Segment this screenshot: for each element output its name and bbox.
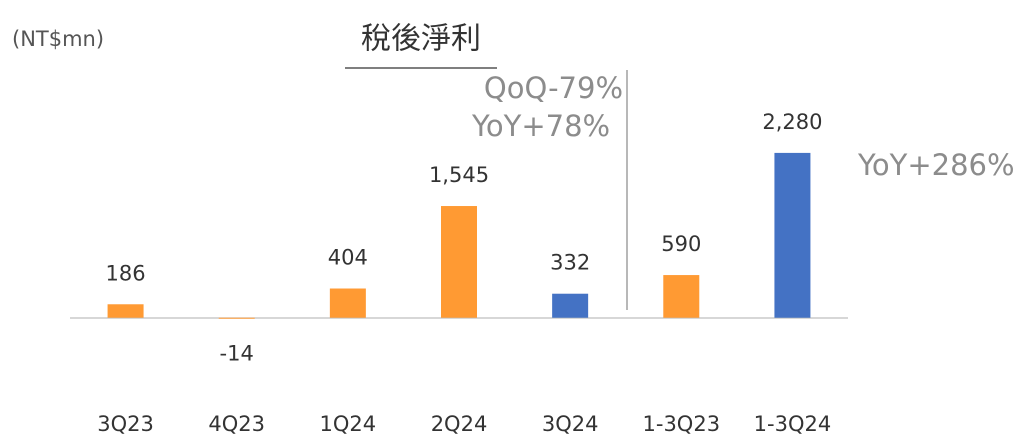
data-label: 1,545	[429, 163, 489, 187]
annotation: QoQ-79%	[484, 71, 623, 105]
x-tick-label: 3Q24	[542, 412, 599, 436]
data-label: -14	[220, 342, 254, 366]
data-label: 186	[106, 261, 146, 285]
unit-label: (NT$mn)	[12, 27, 104, 51]
bar	[329, 288, 366, 318]
bar	[663, 275, 700, 318]
bar	[218, 317, 255, 319]
x-tick-label: 4Q23	[208, 412, 265, 436]
bar	[774, 152, 811, 318]
data-label: 2,280	[762, 110, 822, 134]
bar	[552, 293, 589, 318]
x-tick-label: 3Q23	[97, 412, 154, 436]
data-label: 332	[550, 251, 590, 275]
x-tick-label: 1-3Q23	[643, 412, 721, 436]
data-label: 404	[328, 246, 368, 270]
x-tick-label: 1-3Q24	[754, 412, 832, 436]
bar	[441, 206, 477, 318]
x-tick-label: 2Q24	[431, 412, 488, 436]
x-tick-label: 1Q24	[320, 412, 377, 436]
annotation: YoY+286%	[857, 148, 1015, 182]
data-label: 590	[661, 232, 701, 256]
chart-title: 稅後淨利	[361, 22, 481, 57]
bar	[107, 304, 144, 318]
annotation: YoY+78%	[471, 109, 610, 143]
